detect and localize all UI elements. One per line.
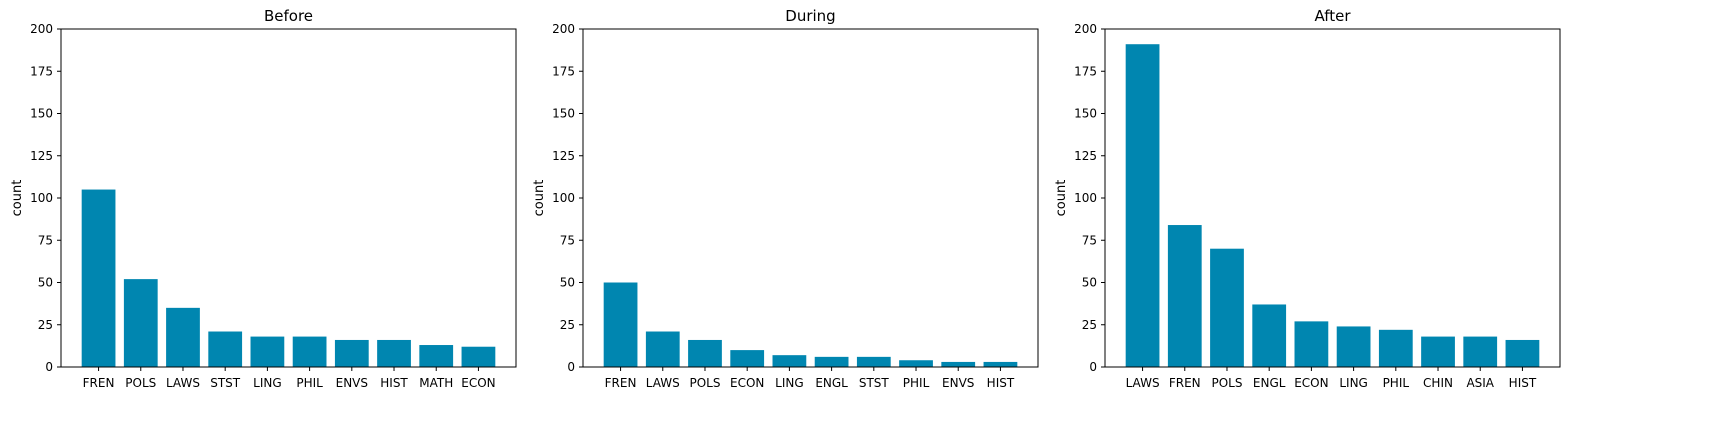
y-tick-label: 100 bbox=[552, 191, 575, 205]
y-tick-label: 175 bbox=[552, 64, 575, 78]
y-tick-label: 150 bbox=[30, 107, 53, 121]
x-tick-label: ENVS bbox=[942, 376, 974, 390]
y-tick-label: 125 bbox=[30, 149, 53, 163]
y-tick-label: 75 bbox=[38, 233, 53, 247]
y-tick-label: 125 bbox=[552, 149, 575, 163]
x-tick-label: HIST bbox=[1509, 376, 1537, 390]
x-tick-label: FREN bbox=[83, 376, 115, 390]
x-tick-label: LAWS bbox=[166, 376, 200, 390]
y-tick-label: 150 bbox=[1074, 107, 1097, 121]
chart-title: After bbox=[1314, 7, 1351, 25]
y-tick-label: 0 bbox=[567, 360, 575, 374]
x-tick-label: FREN bbox=[1169, 376, 1201, 390]
bar-laws bbox=[1125, 44, 1160, 368]
x-tick-label: POLS bbox=[125, 376, 156, 390]
bar-stst bbox=[208, 331, 243, 367]
x-tick-label: PHIL bbox=[903, 376, 930, 390]
bar-fren bbox=[81, 189, 116, 367]
bar-phil bbox=[899, 360, 933, 367]
x-tick-label: ECON bbox=[730, 376, 764, 390]
x-tick-label: ENVS bbox=[336, 376, 368, 390]
x-tick-label: PHIL bbox=[296, 376, 323, 390]
chart-panel-during: During count FREN LAWS POLS ECON LING ENGL STS… bbox=[532, 7, 1039, 390]
x-tick-label: LAWS bbox=[646, 376, 680, 390]
y-tick-label: 150 bbox=[552, 107, 575, 121]
x-tick-label: LING bbox=[1339, 376, 1368, 390]
bar-stst bbox=[856, 356, 891, 367]
y-tick-label: 100 bbox=[30, 191, 53, 205]
bar-hist bbox=[1505, 339, 1540, 367]
bar-ling bbox=[1336, 326, 1371, 367]
bar-phil bbox=[292, 336, 327, 367]
bar-laws bbox=[645, 331, 680, 367]
x-tick-label: ENGL bbox=[815, 376, 848, 390]
x-tick-label: STST bbox=[210, 376, 241, 390]
x-tick-label: PHIL bbox=[1383, 376, 1410, 390]
y-tick-label: 50 bbox=[38, 276, 53, 290]
bar-engl bbox=[1252, 304, 1287, 367]
y-tick-label: 125 bbox=[1074, 149, 1097, 163]
bar-fren bbox=[1167, 225, 1202, 367]
bar-econ bbox=[461, 346, 496, 367]
y-axis-label: count bbox=[10, 180, 25, 217]
y-tick-label: 175 bbox=[1074, 64, 1097, 78]
y-tick-label: 200 bbox=[1074, 22, 1097, 36]
x-tick-label: ECON bbox=[461, 376, 495, 390]
x-tick-label: CHIN bbox=[1423, 376, 1453, 390]
bar-asia bbox=[1463, 336, 1498, 367]
bar-math bbox=[419, 345, 454, 367]
y-axis-label: count bbox=[532, 180, 547, 217]
y-tick-label: 75 bbox=[1082, 233, 1097, 247]
bar-ling bbox=[250, 336, 285, 367]
y-tick-label: 50 bbox=[1082, 276, 1097, 290]
y-tick-label: 175 bbox=[30, 64, 53, 78]
x-tick-label: STST bbox=[859, 376, 890, 390]
y-tick-label: 50 bbox=[560, 276, 575, 290]
bar-chin bbox=[1421, 336, 1455, 367]
y-tick-label: 100 bbox=[1074, 191, 1097, 205]
y-axis-label: count bbox=[1054, 180, 1069, 217]
x-tick-label: ASIA bbox=[1466, 376, 1494, 390]
x-tick-label: LING bbox=[253, 376, 282, 390]
bar-envs bbox=[941, 361, 976, 367]
x-tick-label: FREN bbox=[605, 376, 637, 390]
chart-panel-before: Before count FREN POLS LAWS STST LING PHIL ENV… bbox=[10, 7, 517, 390]
x-tick-label: MATH bbox=[419, 376, 453, 390]
chart-title: During bbox=[785, 7, 835, 25]
x-tick-label: HIST bbox=[987, 376, 1015, 390]
bar-hist bbox=[983, 361, 1018, 367]
x-tick-label: ECON bbox=[1294, 376, 1328, 390]
bar-pols bbox=[1210, 248, 1244, 367]
chart-title: Before bbox=[264, 7, 313, 25]
bar-envs bbox=[334, 339, 369, 367]
bar-phil bbox=[1378, 329, 1413, 367]
y-tick-label: 25 bbox=[560, 318, 575, 332]
bar-econ bbox=[730, 350, 765, 367]
x-tick-label: HIST bbox=[380, 376, 408, 390]
bar-pols bbox=[688, 339, 722, 367]
bar-hist bbox=[377, 339, 411, 367]
bar-fren bbox=[603, 282, 638, 367]
bar-laws bbox=[166, 307, 200, 367]
y-tick-label: 0 bbox=[1089, 360, 1097, 374]
plot-frame bbox=[582, 28, 1039, 368]
chart-panel-after: After count LAWS FREN POLS ENGL ECON LING PHIL… bbox=[1054, 7, 1561, 390]
bar-pols bbox=[123, 279, 158, 367]
y-tick-label: 75 bbox=[560, 233, 575, 247]
x-tick-label: LING bbox=[775, 376, 804, 390]
y-tick-label: 25 bbox=[1082, 318, 1097, 332]
x-tick-label: ENGL bbox=[1253, 376, 1286, 390]
y-tick-label: 25 bbox=[38, 318, 53, 332]
x-tick-label: POLS bbox=[1211, 376, 1242, 390]
x-tick-label: POLS bbox=[689, 376, 720, 390]
bar-econ bbox=[1294, 321, 1329, 367]
x-tick-label: LAWS bbox=[1126, 376, 1160, 390]
bar-engl bbox=[814, 356, 849, 367]
y-tick-label: 200 bbox=[30, 22, 53, 36]
y-tick-label: 0 bbox=[45, 360, 53, 374]
y-tick-label: 200 bbox=[552, 22, 575, 36]
bar-ling bbox=[772, 355, 807, 367]
